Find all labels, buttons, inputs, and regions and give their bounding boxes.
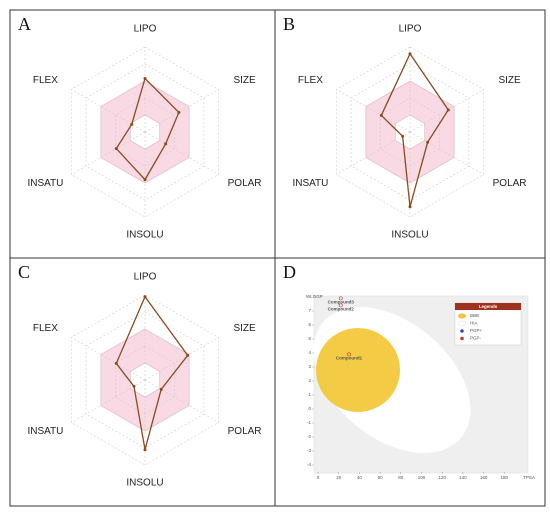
axis-label: INSATU [27,426,63,437]
panel-label: D [283,262,296,282]
axis-label: FLEX [33,323,58,334]
radar-point [379,113,383,117]
axis-label: POLAR [228,426,262,437]
radar-point [143,448,147,452]
legend-label: PGP+ [470,328,483,333]
x-tick-label: 60 [378,475,384,480]
legend-swatch [460,329,464,333]
y-tick-label: 5 [308,336,311,341]
radar-point [143,295,147,299]
axis-label: LIPO [134,24,157,35]
axis-label: LIPO [399,24,422,35]
radar-point [132,384,136,388]
y-tick-label: 1 [308,392,311,397]
axis-label: INSATU [27,178,63,189]
panel-label: B [283,14,295,34]
grid-ring [100,328,190,432]
axis-label: SIZE [233,323,256,334]
axis-label: INSOLU [391,230,428,241]
legend-swatch [457,313,467,319]
legend-label: HIA [470,321,478,326]
axis-label: INSOLU [126,230,163,241]
x-axis-title: TPSA [523,475,535,480]
legend-swatch [457,320,467,327]
axis-label: POLAR [228,178,262,189]
y-tick-label: -2 [307,434,311,439]
radar-point [446,108,450,112]
y-tick-label: -1 [307,420,311,425]
radar-point [143,178,147,182]
axis-label: LIPO [134,272,157,283]
radar-point [143,76,147,80]
x-tick-label: 100 [418,475,426,480]
y-tick-label: -4 [307,462,311,467]
grid-ring [100,80,190,184]
y-axis-title: WLOGP [306,294,323,299]
axis-label: SIZE [498,75,521,86]
radar-point [426,140,430,144]
legend-label: BBB [470,313,479,318]
legend-swatch [460,336,464,341]
point-label: Compound2 [328,307,355,312]
radar-point [401,134,405,138]
axis-label: POLAR [493,178,527,189]
axis-label: INSOLU [126,478,163,489]
legend-label: PGP- [470,336,482,341]
point-label: Compound1 [336,356,363,361]
radar-point [164,142,168,146]
radar-point [130,122,134,126]
radar-point [408,52,412,56]
axis-label: SIZE [233,75,256,86]
radar-point [186,353,190,357]
x-tick-label: 80 [398,475,404,480]
x-tick-label: 120 [438,475,446,480]
radar-point [177,110,181,114]
y-tick-label: 7 [308,308,311,313]
grid-ring [365,80,455,184]
axis-label: FLEX [298,75,323,86]
y-tick-label: 2 [308,378,311,383]
point-label: Compound3 [328,300,355,305]
x-tick-label: 140 [459,475,467,480]
radar-point [408,205,412,209]
x-tick-label: 0 [317,475,320,480]
radar-point [159,387,163,391]
panel-label: A [18,14,31,34]
x-tick-label: 40 [357,475,363,480]
panel-label: C [18,262,30,282]
x-tick-label: 180 [501,475,509,480]
legend-header [455,303,521,310]
y-tick-label: -3 [307,448,311,453]
panel-frame [274,257,546,507]
x-tick-label: 160 [480,475,488,480]
axis-label: FLEX [33,75,58,86]
radar-point [114,147,118,151]
point [347,352,351,357]
bbb-region [316,328,400,412]
y-tick-label: 4 [308,350,311,355]
legend-title: Legends [479,304,498,309]
y-tick-label: 6 [308,322,311,327]
point [338,303,343,308]
y-tick-label: 3 [308,364,311,369]
axis-label: INSATU [292,178,328,189]
radar-point [114,361,118,365]
point [338,296,343,301]
x-tick-label: 20 [336,475,342,480]
y-tick-label: 0 [308,406,311,411]
